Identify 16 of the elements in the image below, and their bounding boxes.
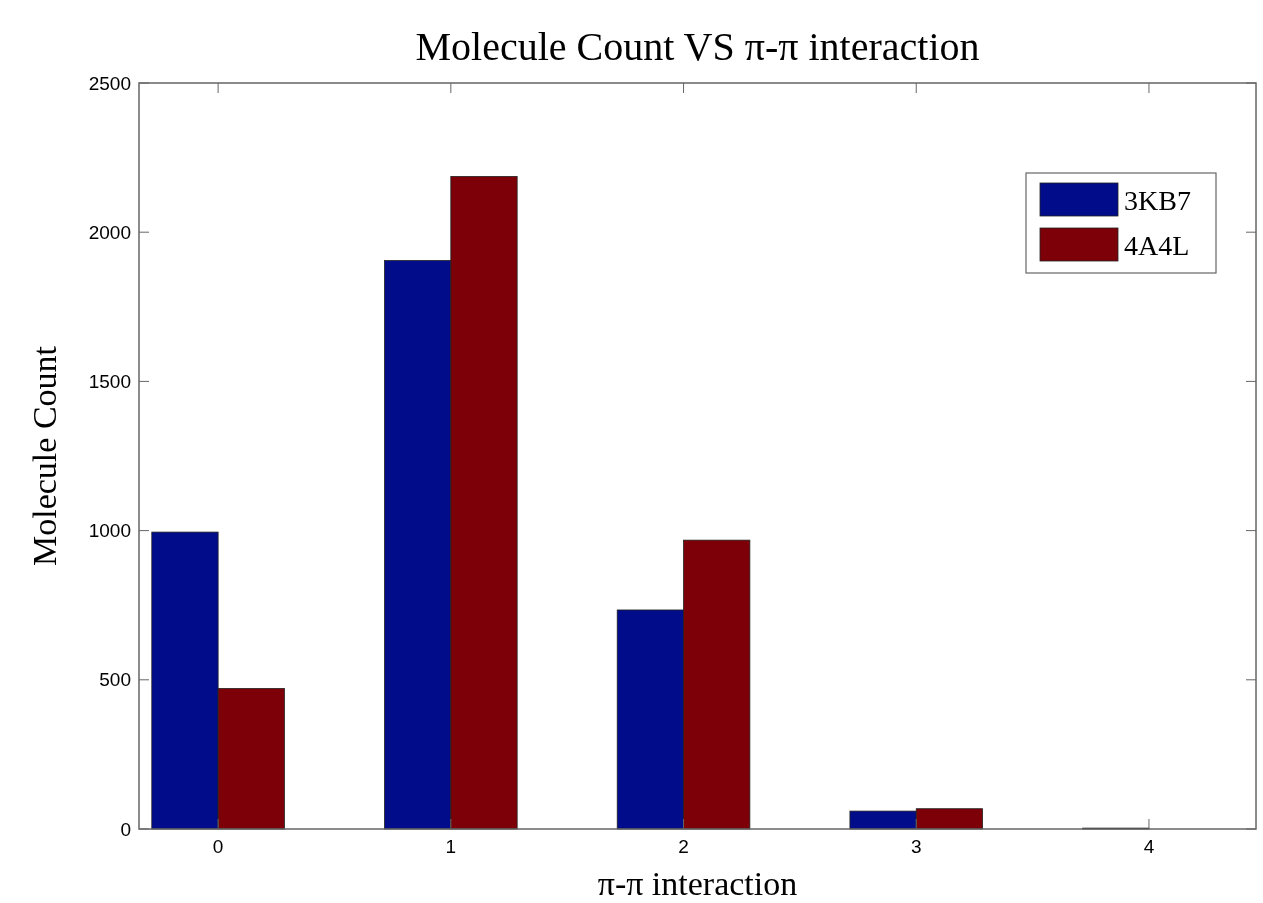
chart-title: Molecule Count VS π-π interaction (415, 24, 980, 69)
y-axis-title: Molecule Count (26, 345, 63, 567)
legend-label: 4A4L (1124, 229, 1190, 261)
y-tick-label: 500 (99, 669, 131, 691)
y-tick-label: 2500 (88, 72, 131, 94)
y-tick-label: 1500 (88, 371, 131, 393)
x-tick-label: 0 (212, 836, 224, 857)
x-tick-label: 4 (1143, 836, 1155, 857)
x-tick-label: 3 (910, 836, 922, 857)
legend-label: 3KB7 (1124, 184, 1191, 216)
x-tick-label: 1 (445, 836, 457, 857)
y-tick-label: 1000 (88, 520, 131, 542)
x-tick-label: 2 (678, 836, 689, 857)
y-tick-label: 0 (120, 818, 131, 840)
y-tick-label: 2000 (88, 221, 131, 243)
x-axis-title: π-π interaction (597, 865, 798, 902)
